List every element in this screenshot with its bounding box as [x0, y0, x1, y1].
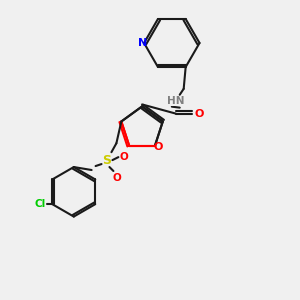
Text: O: O — [195, 109, 204, 118]
Text: O: O — [153, 142, 163, 152]
Text: N: N — [138, 38, 148, 48]
Text: O: O — [120, 152, 129, 162]
Text: Cl: Cl — [35, 199, 46, 209]
Text: HN: HN — [167, 96, 184, 106]
Text: S: S — [102, 154, 111, 166]
Text: O: O — [112, 173, 121, 183]
